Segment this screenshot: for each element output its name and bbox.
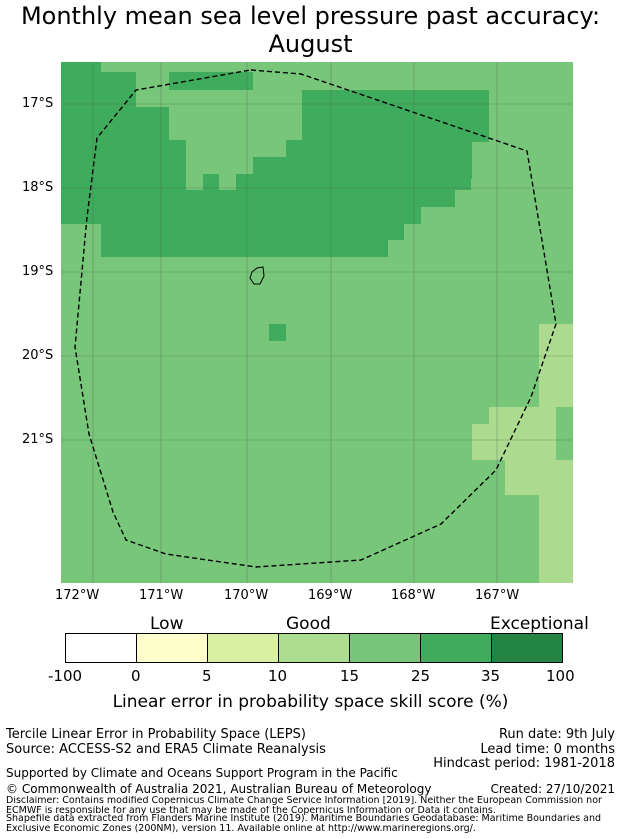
category-good: Good bbox=[286, 614, 331, 634]
category-exceptional: Exceptional bbox=[490, 614, 589, 634]
colorbar-tick: 100 bbox=[546, 667, 575, 685]
low-skill-region-east bbox=[472, 324, 573, 495]
title-line-1: Monthly mean sea level pressure past acc… bbox=[20, 2, 601, 30]
lat-label: 20°S bbox=[22, 348, 54, 363]
chart-title: Monthly mean sea level pressure past acc… bbox=[0, 2, 621, 58]
lon-label: 171°W bbox=[139, 588, 184, 603]
lon-label: 170°W bbox=[224, 588, 269, 603]
lon-label: 168°W bbox=[391, 588, 436, 603]
created-date: Created: 27/10/2021 bbox=[490, 782, 615, 796]
colorbar-segment bbox=[420, 633, 492, 663]
colorbar-tick: 35 bbox=[481, 667, 501, 685]
graticule bbox=[61, 62, 573, 583]
lat-label: 21°S bbox=[22, 432, 54, 447]
eez-boundary bbox=[74, 69, 557, 568]
shapefile-line-1: Shapefile data extracted from Flanders M… bbox=[6, 814, 602, 824]
lead-time: Lead time: 0 months bbox=[480, 742, 615, 757]
support-note: Supported by Climate and Oceans Support … bbox=[6, 766, 398, 780]
colorbar-title: Linear error in probability space skill … bbox=[112, 692, 509, 712]
colorbar-tick: 0 bbox=[131, 667, 141, 685]
shapefile-line-2: Exclusive Economic Zones (200NM), versio… bbox=[6, 824, 476, 834]
lon-label: 169°W bbox=[308, 588, 353, 603]
colorbar-tick: 25 bbox=[411, 667, 431, 685]
colorbar-segment bbox=[136, 633, 208, 663]
colorbar-tick: 15 bbox=[340, 667, 360, 685]
source-label: Source: ACCESS-S2 and ERA5 Climate Reana… bbox=[6, 742, 326, 757]
lat-label: 17°S bbox=[22, 96, 54, 111]
low-skill-region-south bbox=[522, 460, 573, 583]
disclaimer-line-1: Disclaimer: Contains modified Copernicus… bbox=[6, 796, 602, 806]
disclaimer-line-2: ECMWF is responsible for any use that ma… bbox=[6, 806, 496, 816]
method-label: Tercile Linear Error in Probability Spac… bbox=[6, 727, 306, 742]
mid-skill-patch-small bbox=[253, 140, 286, 157]
colorbar-tick: -100 bbox=[48, 667, 83, 685]
lat-label: 19°S bbox=[22, 264, 54, 279]
lon-label: 172°W bbox=[55, 588, 100, 603]
lon-label: 167°W bbox=[475, 588, 520, 603]
colorbar-segment bbox=[278, 633, 350, 663]
mid-skill-patch-se bbox=[472, 574, 539, 583]
run-date: Run date: 9th July bbox=[498, 727, 615, 742]
colorbar-segment bbox=[65, 633, 137, 663]
title-line-2: August bbox=[268, 30, 353, 58]
hindcast-period: Hindcast period: 1981-2018 bbox=[433, 756, 615, 771]
colorbar-tick: 5 bbox=[202, 667, 212, 685]
dark-cell-center bbox=[269, 324, 286, 341]
colorbar-tick: 10 bbox=[268, 667, 288, 685]
colorbar bbox=[65, 633, 563, 663]
category-low: Low bbox=[150, 614, 184, 634]
mid-skill-patch-north bbox=[136, 72, 505, 190]
copyright: © Commonwealth of Australia 2021, Austra… bbox=[6, 782, 432, 796]
colorbar-segment bbox=[207, 633, 279, 663]
skill-map bbox=[61, 62, 573, 583]
island-outline bbox=[249, 266, 265, 285]
colorbar-segment bbox=[491, 633, 563, 663]
lat-label: 18°S bbox=[22, 180, 54, 195]
colorbar-segment bbox=[349, 633, 421, 663]
